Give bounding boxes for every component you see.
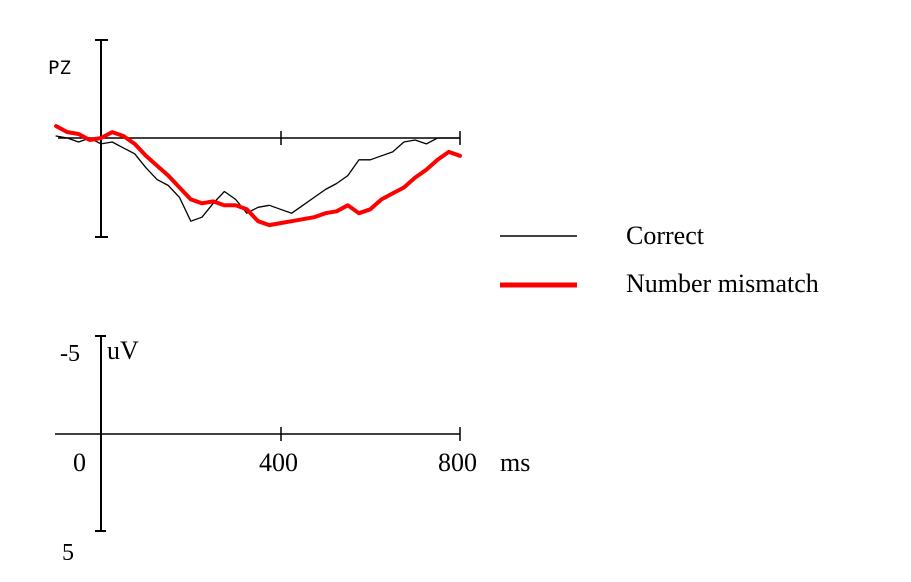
series-line-number-mismatch [54, 124, 462, 228]
scale-axes: -5 uV 5 0 400 800 ms [55, 335, 530, 566]
series-layer [54, 124, 462, 228]
x-unit-label: ms [500, 448, 530, 477]
y-tick-label-5: 5 [62, 540, 74, 566]
series-line-correct [55, 135, 461, 222]
y-unit-label: uV [107, 336, 139, 365]
channel-label: PZ [48, 57, 71, 79]
x-tick-label-0: 0 [73, 448, 86, 477]
y-tick-label-neg5: -5 [60, 341, 80, 367]
upper-plot: PZ [48, 39, 462, 238]
x-tick-label-800: 800 [438, 448, 477, 477]
legend-label-number-mismatch: Number mismatch [626, 269, 819, 298]
legend-label-correct: Correct [626, 221, 705, 250]
x-tick-label-400: 400 [259, 448, 298, 477]
legend: Correct Number mismatch [500, 221, 819, 298]
